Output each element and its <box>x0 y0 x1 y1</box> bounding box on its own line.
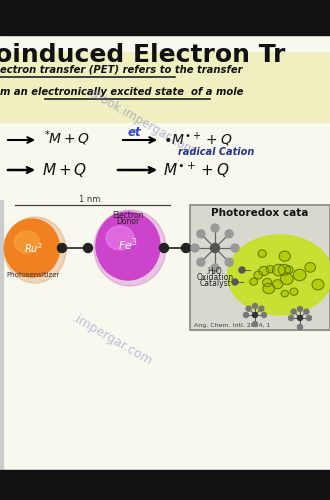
Ellipse shape <box>4 217 66 283</box>
Ellipse shape <box>281 290 288 297</box>
Ellipse shape <box>246 306 251 311</box>
Ellipse shape <box>288 316 293 320</box>
Ellipse shape <box>227 235 330 315</box>
Ellipse shape <box>263 283 275 294</box>
Text: Electron: Electron <box>112 210 144 220</box>
Ellipse shape <box>272 264 285 276</box>
Ellipse shape <box>239 267 245 273</box>
Ellipse shape <box>232 279 238 285</box>
Ellipse shape <box>252 322 257 326</box>
Ellipse shape <box>261 312 267 318</box>
Bar <box>0 470 330 500</box>
Ellipse shape <box>5 219 59 277</box>
Ellipse shape <box>211 224 219 232</box>
Bar <box>0 200 3 470</box>
Ellipse shape <box>211 244 219 252</box>
Ellipse shape <box>244 312 248 318</box>
Ellipse shape <box>280 273 293 284</box>
Ellipse shape <box>273 280 283 288</box>
Ellipse shape <box>191 244 199 252</box>
Ellipse shape <box>252 312 257 318</box>
Text: $M^{\bullet+} + Q$: $M^{\bullet+} + Q$ <box>163 160 230 180</box>
Ellipse shape <box>266 266 274 273</box>
Text: H₂O: H₂O <box>208 268 222 276</box>
Ellipse shape <box>298 324 303 330</box>
Bar <box>190 205 330 330</box>
Ellipse shape <box>293 270 306 280</box>
Ellipse shape <box>94 210 166 286</box>
Ellipse shape <box>279 251 290 261</box>
Ellipse shape <box>254 271 263 279</box>
Text: Oxidation: Oxidation <box>196 274 234 282</box>
Text: Photosensitizer: Photosensitizer <box>6 272 60 278</box>
Ellipse shape <box>305 262 315 272</box>
Text: $\bullet M^{\bullet+} + Q$: $\bullet M^{\bullet+} + Q$ <box>163 131 232 149</box>
Ellipse shape <box>298 316 303 320</box>
Ellipse shape <box>278 264 290 276</box>
Text: m an electronically excited state  of a mole: m an electronically excited state of a m… <box>0 87 244 97</box>
Ellipse shape <box>307 316 312 320</box>
Ellipse shape <box>57 244 67 252</box>
Ellipse shape <box>298 306 303 312</box>
Ellipse shape <box>182 244 190 252</box>
Text: $Fe^3$: $Fe^3$ <box>118 236 138 254</box>
Ellipse shape <box>96 212 160 280</box>
Text: 1 nm: 1 nm <box>79 196 101 204</box>
Ellipse shape <box>263 278 272 286</box>
Ellipse shape <box>106 226 134 250</box>
Text: $M + Q$: $M + Q$ <box>42 161 87 179</box>
Text: Catalyst: Catalyst <box>199 280 231 288</box>
Bar <box>0 0 330 35</box>
Text: et: et <box>128 126 142 140</box>
Text: Ang. Chem. Intl. 2014, 1: Ang. Chem. Intl. 2014, 1 <box>194 324 270 328</box>
Ellipse shape <box>225 230 233 238</box>
Ellipse shape <box>312 279 324 290</box>
Ellipse shape <box>159 244 169 252</box>
Text: $^*\!M + Q$: $^*\!M + Q$ <box>42 128 90 148</box>
Ellipse shape <box>258 250 266 258</box>
Ellipse shape <box>250 278 258 285</box>
Bar <box>190 205 330 330</box>
Ellipse shape <box>197 258 205 266</box>
Ellipse shape <box>197 230 205 238</box>
Ellipse shape <box>252 304 257 308</box>
Ellipse shape <box>211 264 219 272</box>
Ellipse shape <box>290 288 298 296</box>
Text: oinduced Electron Tr: oinduced Electron Tr <box>0 43 285 67</box>
Text: Photoredox cata: Photoredox cata <box>211 208 309 218</box>
Ellipse shape <box>83 244 92 252</box>
Bar <box>0 35 330 470</box>
Text: $Ru^2$: $Ru^2$ <box>23 241 43 255</box>
Ellipse shape <box>231 244 239 252</box>
Ellipse shape <box>285 266 293 273</box>
Ellipse shape <box>15 231 40 253</box>
Text: ectron transfer (PET) refers to the transfer: ectron transfer (PET) refers to the tran… <box>0 65 243 75</box>
Ellipse shape <box>225 258 233 266</box>
Ellipse shape <box>259 306 264 311</box>
Ellipse shape <box>291 309 296 314</box>
Text: Donor: Donor <box>116 218 140 226</box>
Bar <box>0 52 330 122</box>
Ellipse shape <box>259 266 269 276</box>
Text: .impergar.com: .impergar.com <box>70 312 155 368</box>
Ellipse shape <box>304 309 309 314</box>
Text: radical Cation: radical Cation <box>178 147 254 157</box>
Text: ebook.impergar.com: ebook.impergar.com <box>85 86 197 158</box>
